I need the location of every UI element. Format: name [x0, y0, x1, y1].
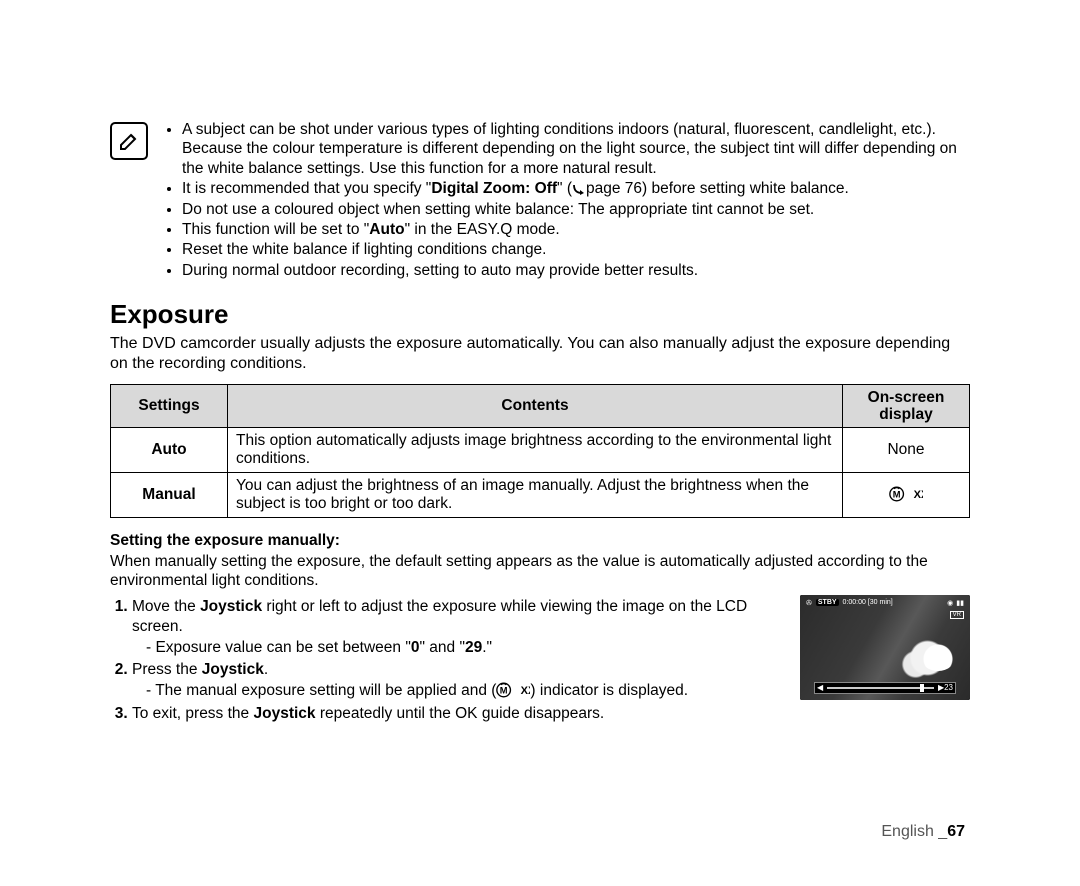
- note-bullet: Reset the white balance if lighting cond…: [182, 240, 970, 259]
- table-row: ManualYou can adjust the brightness of a…: [111, 473, 970, 518]
- manual-page: A subject can be shot under various type…: [0, 0, 1080, 886]
- exposure-slider: ◀ ▶ 23: [814, 682, 956, 694]
- section-title: Exposure: [110, 299, 970, 330]
- footer-page: 67: [947, 823, 965, 840]
- section-intro: The DVD camcorder usually adjusts the ex…: [110, 334, 970, 374]
- note-bullet: A subject can be shot under various type…: [182, 120, 970, 178]
- slider-left-icon: ◀: [817, 683, 823, 692]
- cell-content: This option automatically adjusts image …: [228, 428, 843, 473]
- lcd-top-right: ◉ ▮▮: [947, 599, 964, 607]
- note-bullet: Do not use a coloured object when settin…: [182, 200, 970, 219]
- note-bullet: This function will be set to "Auto" in t…: [182, 220, 970, 239]
- lcd-time: 0:00:00 [30 min]: [843, 599, 893, 606]
- table-row: AutoThis option automatically adjusts im…: [111, 428, 970, 473]
- cell-setting: Auto: [111, 428, 228, 473]
- th-contents: Contents: [228, 385, 843, 428]
- stby-badge: STBY: [816, 599, 839, 606]
- manual-subhead: Setting the exposure manually:: [110, 532, 970, 550]
- note-bullet-list: A subject can be shot under various type…: [162, 120, 970, 281]
- lcd-topbar: ✇ STBY 0:00:00 [30 min]: [806, 599, 964, 607]
- note-icon: [110, 122, 148, 160]
- th-settings: Settings: [111, 385, 228, 428]
- step-sublist: The manual exposure setting will be appl…: [132, 681, 786, 701]
- battery-icon: ▮▮: [956, 599, 964, 607]
- footer-lang: English: [881, 823, 933, 840]
- note-bullet: During normal outdoor recording, setting…: [182, 261, 970, 280]
- step-subitem: Exposure value can be set between "0" an…: [146, 638, 786, 658]
- cell-setting: Manual: [111, 473, 228, 518]
- step-item: Move the Joystick right or left to adjus…: [132, 597, 786, 658]
- lcd-preview: ✇ STBY 0:00:00 [30 min] ◉ ▮▮ VR ◀ ▶ 23: [800, 595, 970, 700]
- cell-display: None: [843, 428, 970, 473]
- svg-text:M: M: [893, 489, 901, 499]
- pencil-note-icon: [117, 129, 141, 153]
- th-display: On-screen display: [843, 385, 970, 428]
- svg-text:XX: XX: [521, 686, 530, 698]
- svg-text:XX: XX: [914, 489, 923, 501]
- camcorder-icon: ✇: [806, 599, 812, 607]
- cell-display: M XX: [843, 473, 970, 518]
- slider-bar: [827, 687, 934, 689]
- page-footer: English _67: [881, 823, 965, 841]
- step-item: To exit, press the Joystick repeatedly u…: [132, 704, 786, 724]
- step-item: Press the Joystick.The manual exposure s…: [132, 660, 786, 701]
- cell-content: You can adjust the brightness of an imag…: [228, 473, 843, 518]
- slider-knob: [920, 684, 924, 692]
- step-sublist: Exposure value can be set between "0" an…: [132, 638, 786, 658]
- note-bullet: It is recommended that you specify "Digi…: [182, 179, 970, 198]
- steps-row: Move the Joystick right or left to adjus…: [110, 595, 970, 726]
- step-subitem: The manual exposure setting will be appl…: [146, 681, 786, 701]
- steps-list: Move the Joystick right or left to adjus…: [110, 597, 786, 726]
- quality-icon: ◉: [947, 599, 953, 607]
- manual-intro: When manually setting the exposure, the …: [110, 552, 970, 591]
- note-block: A subject can be shot under various type…: [110, 120, 970, 281]
- vr-badge: VR: [950, 611, 964, 619]
- slider-value: 23: [944, 683, 953, 692]
- exposure-table: Settings Contents On-screen display Auto…: [110, 384, 970, 518]
- svg-text:M: M: [500, 686, 508, 696]
- lcd-flower-icon: [920, 641, 956, 671]
